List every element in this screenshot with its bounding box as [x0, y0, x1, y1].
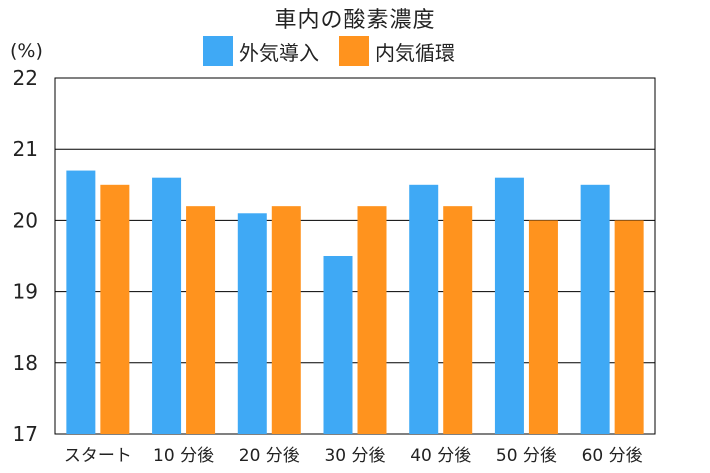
y-tick-label-22: 22 [13, 66, 38, 90]
bar-outside-air-0 [66, 170, 96, 434]
bar-outside-air-5 [494, 177, 524, 434]
y-tick-label-20: 20 [13, 208, 38, 232]
x-tick-label-5: 50 分後 [496, 446, 557, 466]
x-tick-label-0: スタート [64, 446, 132, 466]
legend-swatch-outside-air [203, 36, 233, 66]
bar-outside-air-6 [580, 184, 610, 434]
y-tick-label-18: 18 [13, 351, 38, 375]
legend-item-recirculation: 内気循環 [339, 36, 455, 66]
x-tick-label-3: 30 分後 [324, 446, 385, 466]
legend-swatch-recirculation [339, 36, 369, 66]
legend: 外気導入 内気循環 [203, 36, 475, 66]
bar-recirculation-5 [528, 220, 558, 434]
chart-title: 車内の酸素濃度 [274, 8, 436, 33]
bar-recirculation-2 [271, 206, 301, 434]
y-tick-label-19: 19 [13, 280, 38, 304]
legend-label-recirculation: 内気循環 [375, 40, 455, 65]
bar-outside-air-2 [237, 213, 267, 434]
y-tick-label-21: 21 [13, 137, 38, 161]
bar-outside-air-1 [152, 177, 182, 434]
x-tick-label-2: 20 分後 [239, 446, 300, 466]
plot-frame [54, 77, 656, 435]
y-tick-label-17: 17 [13, 422, 38, 446]
bar-recirculation-4 [443, 206, 473, 434]
y-axis-unit-label: (%) [10, 40, 43, 62]
legend-label-outside-air: 外気導入 [239, 40, 319, 65]
x-tick-label-4: 40 分後 [410, 446, 471, 466]
x-tick-label-1: 10 分後 [153, 446, 214, 466]
bar-outside-air-4 [409, 184, 439, 434]
bar-recirculation-1 [186, 206, 216, 434]
x-tick-label-6: 60 分後 [582, 446, 643, 466]
bar-outside-air-3 [323, 256, 353, 434]
bar-recirculation-3 [357, 206, 387, 434]
legend-item-outside-air: 外気導入 [203, 36, 319, 66]
bar-recirculation-6 [614, 220, 644, 434]
bar-recirculation-0 [100, 184, 130, 434]
